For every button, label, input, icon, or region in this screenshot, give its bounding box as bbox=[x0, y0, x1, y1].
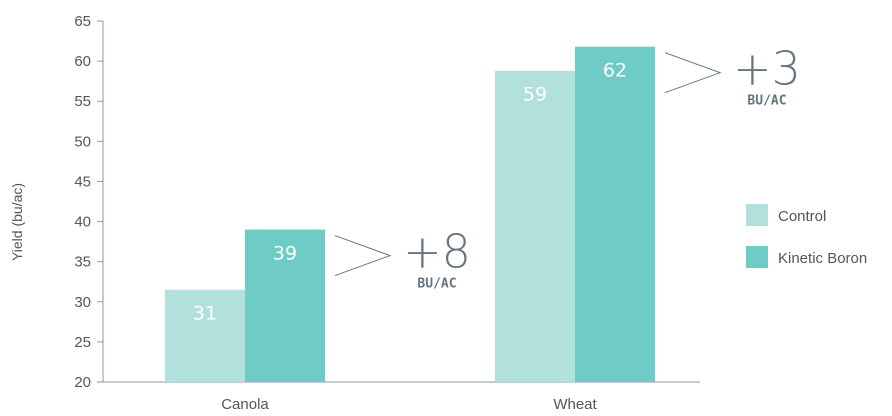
y-tick-label: 55 bbox=[74, 93, 91, 110]
y-tick-label: 60 bbox=[74, 53, 91, 70]
x-tick-label: Canola bbox=[221, 396, 269, 413]
y-axis-label: Yield (bu/ac) bbox=[9, 183, 25, 261]
chevron-arrow bbox=[334, 235, 392, 277]
chevron-arrow bbox=[664, 52, 722, 94]
y-tick-label: 45 bbox=[74, 173, 91, 190]
gain-value: +8 bbox=[403, 225, 471, 279]
bar-data-label: 59 bbox=[523, 84, 547, 106]
bar-data-label: 62 bbox=[603, 60, 627, 82]
x-tick-label: Wheat bbox=[553, 396, 597, 413]
bar bbox=[245, 229, 325, 382]
legend-label: Kinetic Boron bbox=[778, 250, 867, 267]
y-tick-label: 25 bbox=[74, 334, 91, 351]
y-tick-label: 35 bbox=[74, 254, 91, 271]
bars bbox=[165, 46, 655, 382]
gain-unit: BU/AC bbox=[417, 277, 456, 292]
legend-swatch bbox=[746, 246, 768, 268]
bar-data-labels: 31 59 39 62 bbox=[193, 60, 627, 325]
bar bbox=[575, 46, 655, 382]
gain-value: +3 bbox=[733, 42, 801, 96]
bar-data-label: 39 bbox=[273, 243, 297, 265]
legend-swatch bbox=[746, 204, 768, 226]
y-tick-label: 40 bbox=[74, 214, 91, 231]
gain-annotations: +8BU/AC+3BU/AC bbox=[334, 42, 801, 292]
legend-label: Control bbox=[778, 208, 826, 225]
y-axis: 20 25 30 35 40 45 50 55 60 65 bbox=[74, 13, 104, 391]
y-tick-label: 30 bbox=[74, 294, 91, 311]
bar-data-label: 31 bbox=[193, 303, 217, 325]
y-tick-label: 65 bbox=[74, 13, 91, 30]
gain-unit: BU/AC bbox=[747, 94, 786, 109]
legend: Control Kinetic Boron bbox=[746, 204, 867, 268]
bar bbox=[495, 70, 575, 382]
y-tick-label: 20 bbox=[74, 374, 91, 391]
x-axis: Canola Wheat bbox=[103, 381, 700, 413]
y-tick-label: 50 bbox=[74, 133, 91, 150]
bar bbox=[165, 289, 245, 382]
